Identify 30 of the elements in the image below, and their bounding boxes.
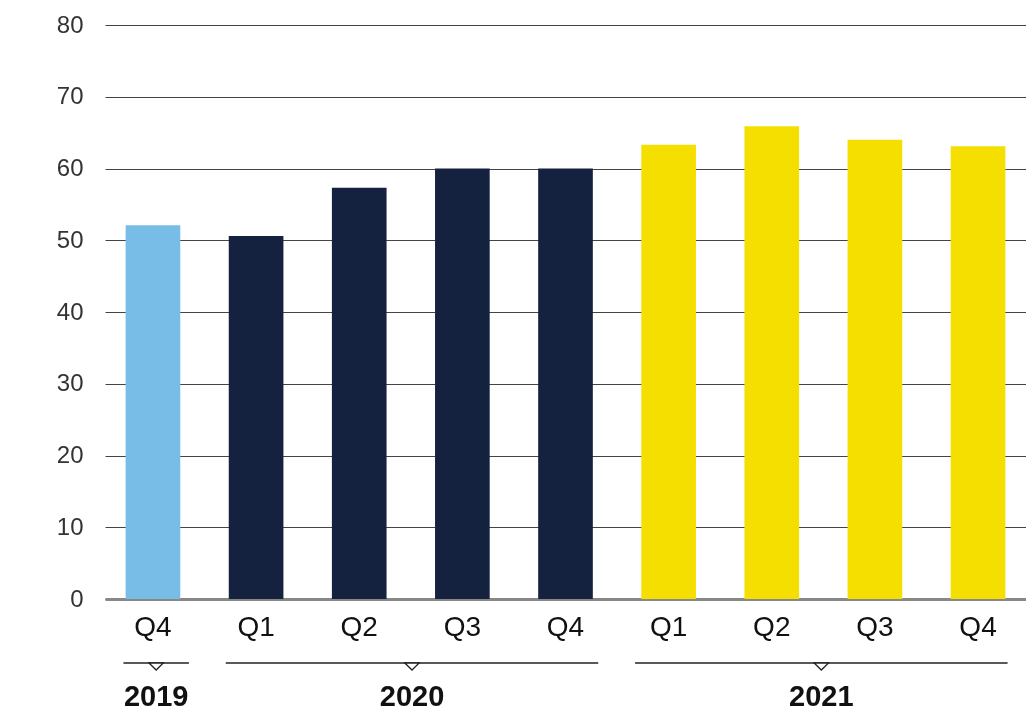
y-tick-label: 60 <box>56 154 84 181</box>
text: 2021 <box>789 680 854 712</box>
bar <box>744 126 800 599</box>
bar <box>538 168 593 599</box>
x-tick-label: Q3 <box>856 610 894 642</box>
bar <box>641 144 696 599</box>
y-tick-label: 70 <box>56 82 84 110</box>
y-tick-label: 80 <box>56 10 84 38</box>
x-tick-label: Q1 <box>237 610 275 642</box>
bar <box>228 235 284 599</box>
bar <box>950 146 1006 599</box>
y-tick-label: 10 <box>56 512 84 540</box>
x-tick-label: Q1 <box>649 610 688 642</box>
x-tick-label: Q4 <box>546 610 585 642</box>
y-tick-label: 20 <box>56 441 84 468</box>
y-tick-label: 50 <box>56 225 84 253</box>
x-tick-label: Q2 <box>340 610 378 642</box>
bar <box>847 139 903 599</box>
x-tick-label: Q4 <box>134 610 172 642</box>
text: 2019 <box>123 680 189 712</box>
x-tick-label: Q3 <box>443 610 482 642</box>
x-tick-label: Q4 <box>959 610 997 642</box>
y-tick-label: 0 <box>70 584 84 612</box>
bar <box>125 225 181 599</box>
y-tick-label: 30 <box>56 369 84 397</box>
bar <box>435 168 490 599</box>
text: 2020 <box>379 680 445 712</box>
y-tick-label: 40 <box>56 297 84 325</box>
x-tick-label: Q2 <box>753 610 791 642</box>
bar <box>331 187 387 599</box>
